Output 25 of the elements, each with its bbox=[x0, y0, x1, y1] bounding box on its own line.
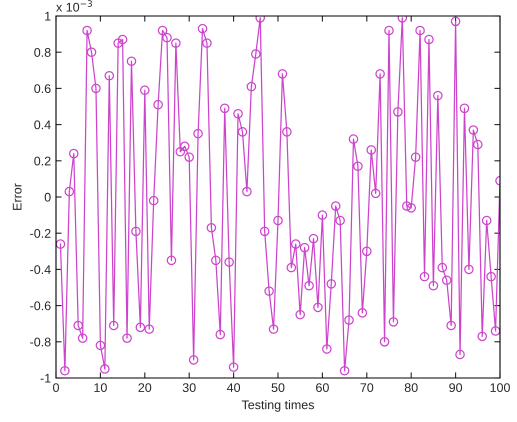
x-tick-label: 40 bbox=[226, 383, 240, 392]
x-tick-label: 10 bbox=[94, 383, 107, 392]
y-tick-label: -0.2 bbox=[30, 229, 51, 238]
y-tick-label: -1 bbox=[40, 374, 51, 383]
y-tick-label: 0.4 bbox=[34, 120, 51, 130]
y-tick-label: -0.4 bbox=[30, 265, 51, 274]
y-tick-label: -0.6 bbox=[30, 301, 51, 310]
x-tick-label: 70 bbox=[360, 383, 374, 392]
y-tick-label: 0.6 bbox=[34, 84, 51, 94]
x-tick-label: 30 bbox=[182, 383, 196, 392]
y-tick-label: -0.8 bbox=[30, 338, 51, 346]
x-tick-label: 80 bbox=[404, 383, 418, 392]
x-tick-label: 0 bbox=[53, 383, 59, 392]
x-axis-title: Testing times bbox=[242, 400, 314, 412]
x-tick-label: 90 bbox=[449, 383, 462, 392]
text: x 10$^{−3}$ bbox=[56, 0, 92, 12]
x-tick-label: 60 bbox=[316, 383, 329, 392]
y-tick-label: 0 bbox=[44, 192, 51, 202]
x-tick-label: 20 bbox=[138, 383, 152, 392]
y-tick-label: 0.2 bbox=[34, 156, 51, 166]
x-tick-label: 100 bbox=[490, 383, 510, 392]
y-axis-title: Error bbox=[12, 183, 22, 210]
y-tick-label: 0.8 bbox=[34, 48, 51, 57]
y-tick-label: 1 bbox=[45, 12, 51, 21]
x-tick-label: 50 bbox=[272, 383, 284, 392]
